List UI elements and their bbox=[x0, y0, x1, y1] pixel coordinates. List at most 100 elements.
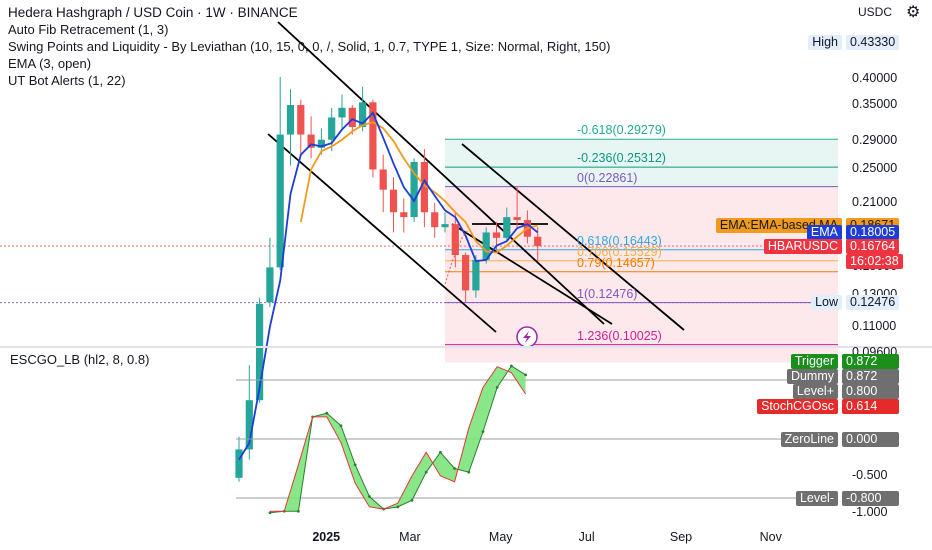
candle-body bbox=[369, 102, 377, 170]
ema-ma-line bbox=[299, 121, 538, 254]
osc-trigger-point bbox=[353, 463, 357, 467]
osc-trigger-point bbox=[410, 498, 414, 502]
osc-trigger-point bbox=[524, 373, 527, 377]
channel-line-3 bbox=[451, 223, 613, 325]
candle-body bbox=[338, 107, 346, 118]
fib-level-label-1: -0.236(0.25312) bbox=[577, 151, 666, 166]
indicator-ema[interactable]: EMA (3, open) bbox=[8, 56, 92, 71]
osc-trigger-point bbox=[396, 505, 400, 509]
price-tag-label-1: Low bbox=[811, 295, 842, 311]
candle-body bbox=[441, 224, 449, 228]
osc-tag-label-1: Dummy bbox=[786, 368, 838, 384]
osc-trigger-point bbox=[268, 511, 272, 515]
candle-body bbox=[276, 134, 284, 268]
candle-body bbox=[534, 236, 542, 247]
gear-icon[interactable]: ⚙ bbox=[906, 4, 921, 21]
price-tag-value-4: 0.16764 bbox=[846, 238, 900, 254]
osc-trigger-point bbox=[481, 430, 485, 434]
price-axis-tick-0: 0.40000 bbox=[852, 71, 898, 86]
osc-trigger-point bbox=[325, 411, 329, 415]
price-axis-tick-4: 0.21000 bbox=[852, 194, 898, 209]
time-axis-tick-4: Sep bbox=[669, 530, 693, 544]
price-tag-label-0: High bbox=[808, 34, 842, 50]
osc-axis-tick-1: -1.000 bbox=[852, 504, 888, 519]
candle-body bbox=[420, 161, 428, 213]
osc-trigger-point bbox=[297, 509, 300, 513]
osc-tag-value-2: 0.800 bbox=[842, 383, 899, 399]
fib-level-label-3: 0.618(0.16443) bbox=[577, 233, 662, 248]
currency-label[interactable]: USDC bbox=[858, 5, 893, 19]
candle-body bbox=[482, 232, 490, 260]
candle-body bbox=[286, 105, 295, 135]
candle-body bbox=[348, 107, 356, 128]
fib-level-label-7: 1.236(0.10025) bbox=[577, 328, 662, 343]
candle-body bbox=[400, 212, 408, 218]
candle-body bbox=[235, 449, 243, 478]
candle-body bbox=[307, 134, 315, 148]
candle-body bbox=[431, 212, 439, 228]
oscillator-legend[interactable]: ESCGO_LB (hl2, 8, 0.8) bbox=[10, 352, 150, 367]
time-axis-tick-3: Jul bbox=[578, 530, 595, 544]
osc-tag-label-5: Level- bbox=[795, 490, 838, 506]
osc-tag-value-0: 0.872 bbox=[842, 353, 899, 369]
price-countdown: 16:02:38 bbox=[846, 253, 903, 269]
osc-trigger-point bbox=[424, 470, 428, 474]
channel-line-2 bbox=[461, 143, 685, 331]
osc-tag-value-3: 0.614 bbox=[842, 398, 899, 414]
osc-trigger-point bbox=[453, 467, 456, 470]
price-tag-label-4: HBARUSDC bbox=[763, 238, 842, 254]
indicator-fib[interactable]: Auto Fib Retracement (1, 3) bbox=[8, 22, 169, 37]
ema-line bbox=[238, 111, 539, 461]
fib-zone-upper bbox=[445, 139, 838, 187]
time-axis-tick-2: May bbox=[488, 530, 513, 544]
osc-tag-value-1: 0.872 bbox=[842, 368, 899, 384]
osc-tag-label-2: Level+ bbox=[792, 383, 838, 399]
fib-zone-lower bbox=[445, 186, 838, 363]
price-tag-value-1: 0.12476 bbox=[846, 295, 900, 311]
indicator-swing[interactable]: Swing Points and Liquidity - By Leviatha… bbox=[8, 39, 611, 54]
channel-line-0 bbox=[277, 21, 605, 325]
price-axis-tick-3: 0.25000 bbox=[852, 161, 898, 176]
fib-level-label-6: 1(0.12476) bbox=[577, 286, 638, 301]
fib-level-label-2: 0(0.22861) bbox=[577, 170, 638, 185]
time-axis-tick-5: Nov bbox=[759, 530, 782, 544]
chart-title: Hedera Hashgraph / USD Coin · 1W · BINAN… bbox=[8, 5, 298, 20]
candle-body bbox=[359, 102, 367, 128]
candle-body bbox=[317, 139, 325, 148]
osc-trigger-point bbox=[439, 450, 442, 454]
candle-body bbox=[503, 217, 511, 238]
indicator-legend: Hedera Hashgraph / USD Coin · 1W · BINAN… bbox=[8, 4, 610, 89]
osc-tag-label-3: StochCGOsc bbox=[757, 398, 838, 414]
osc-fill-area bbox=[270, 365, 526, 513]
candle-body bbox=[379, 169, 387, 190]
candle-body bbox=[462, 255, 470, 291]
osc-tag-value-4: 0.000 bbox=[842, 431, 899, 447]
osc-trigger-point bbox=[368, 495, 371, 498]
candle-body bbox=[328, 117, 336, 140]
candle-body bbox=[389, 189, 398, 213]
osc-trigger-point bbox=[467, 470, 471, 474]
candle-body bbox=[451, 224, 459, 256]
candle-body bbox=[256, 303, 264, 401]
candle-body bbox=[410, 161, 418, 218]
price-tag-value-3: 0.18005 bbox=[846, 224, 900, 240]
channel-line-1 bbox=[267, 133, 497, 333]
candle-body bbox=[492, 232, 501, 238]
swing-zigzag-line bbox=[444, 229, 469, 285]
lightning-glyph bbox=[523, 331, 531, 343]
osc-axis-tick-0: -0.500 bbox=[852, 467, 888, 482]
osc-stoch-line bbox=[270, 366, 527, 512]
candle-body bbox=[266, 267, 274, 303]
candle-body bbox=[245, 400, 253, 450]
indicator-utbot[interactable]: UT Bot Alerts (1, 22) bbox=[8, 73, 126, 88]
fib-level-label-0: -0.618(0.29279) bbox=[577, 123, 666, 138]
osc-trigger-point bbox=[495, 385, 499, 389]
time-axis-tick-0: 2025 bbox=[312, 530, 341, 544]
candle-body bbox=[472, 259, 480, 291]
price-axis-tick-1: 0.35000 bbox=[852, 97, 898, 112]
candle-body bbox=[513, 217, 521, 221]
price-axis-tick-2: 0.29000 bbox=[852, 133, 898, 148]
candle-body bbox=[297, 105, 305, 135]
